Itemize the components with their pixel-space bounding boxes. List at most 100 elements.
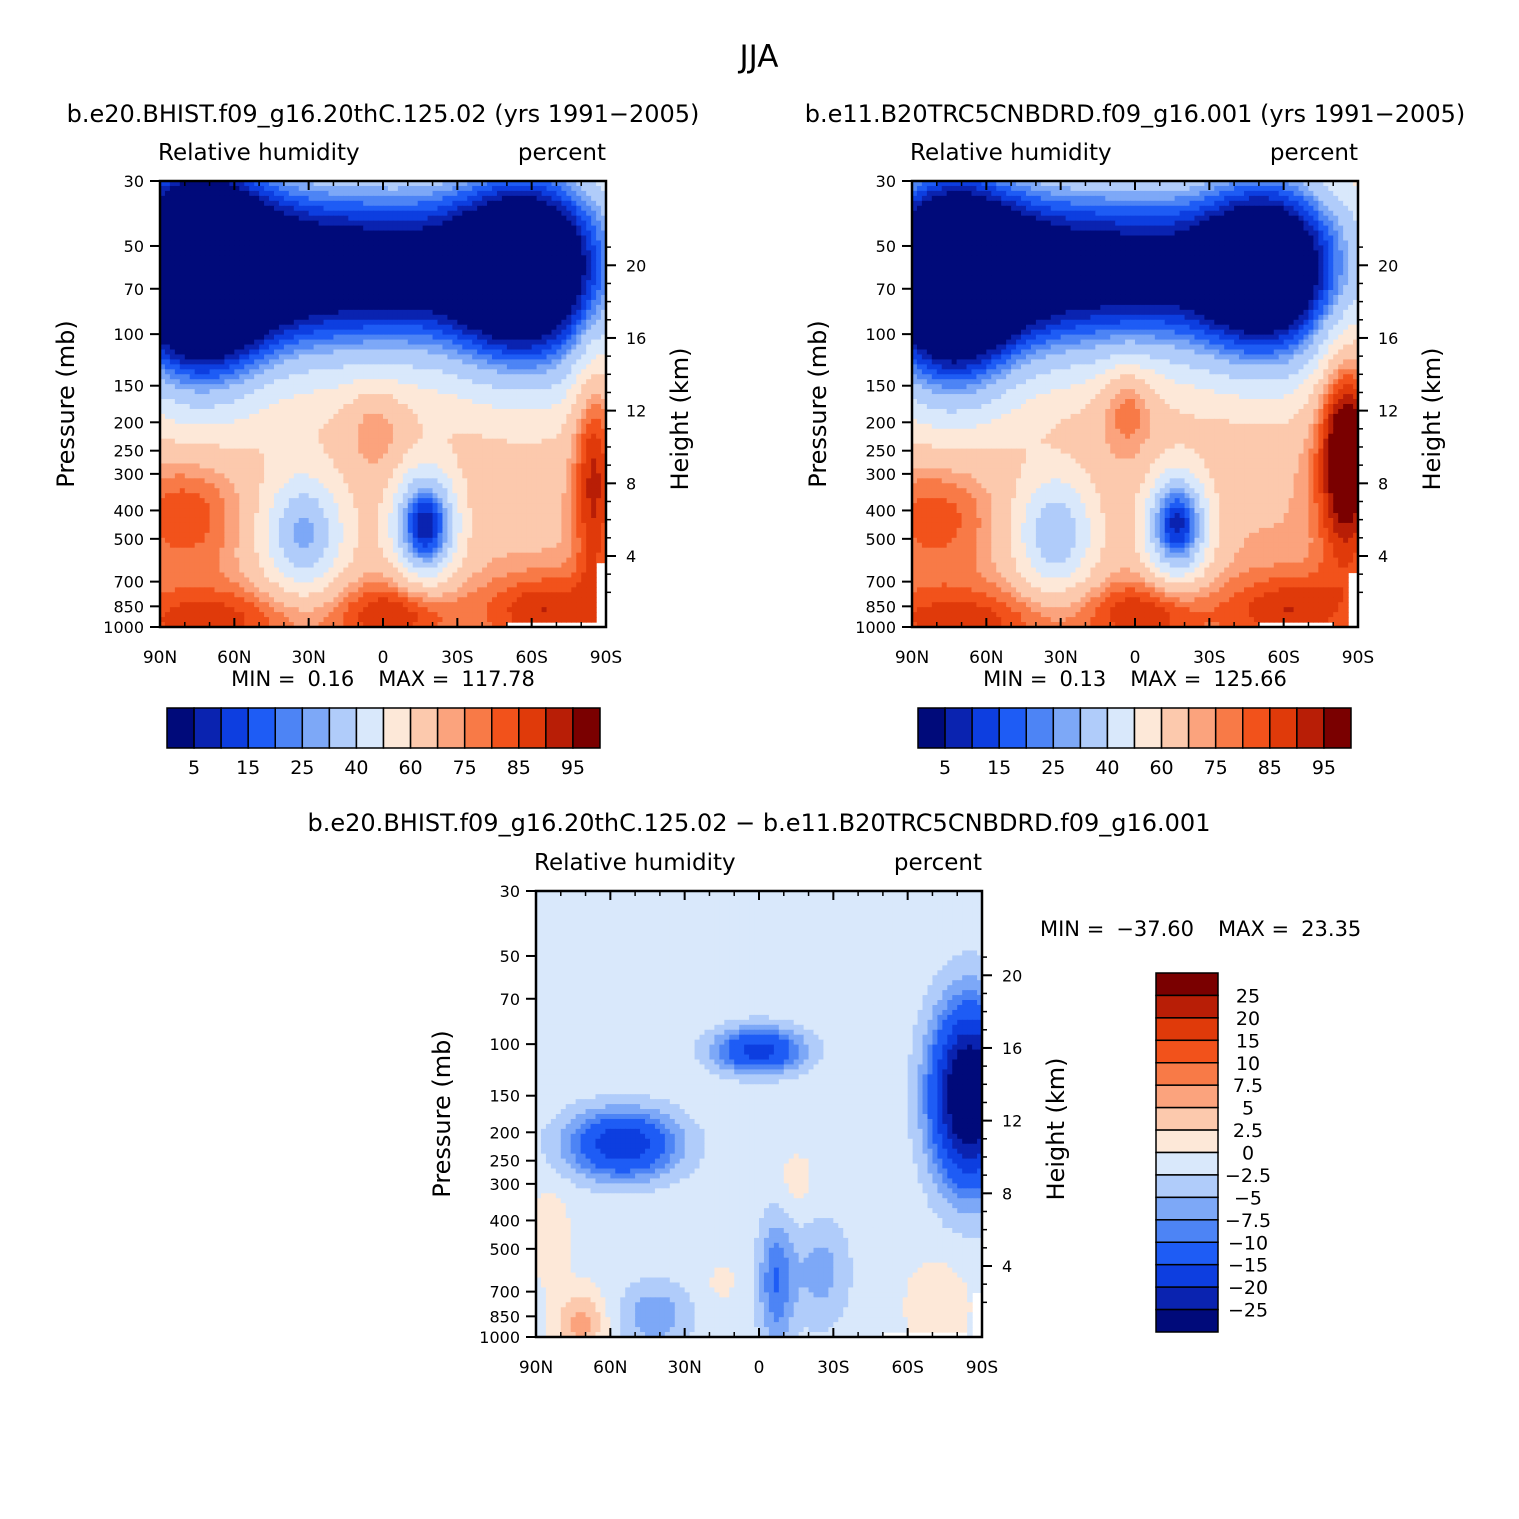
- heatmap-cell: [363, 364, 369, 370]
- heatmap-cell: [437, 299, 444, 306]
- heatmap-cell: [179, 364, 186, 370]
- heatmap-cell: [586, 205, 592, 212]
- heatmap-cell: [249, 220, 255, 227]
- heatmap-cell: [189, 423, 196, 430]
- heatmap-cell: [397, 235, 404, 242]
- heatmap-cell: [506, 210, 513, 217]
- heatmap-cell: [452, 265, 458, 271]
- heatmap-cell: [546, 448, 553, 455]
- heatmap-cell: [383, 185, 389, 192]
- heatmap-cell: [378, 374, 384, 380]
- heatmap-cell: [516, 280, 523, 286]
- heatmap-cell: [417, 220, 424, 227]
- heatmap-cell: [298, 185, 305, 192]
- heatmap-cell: [402, 404, 409, 410]
- heatmap-cell: [164, 379, 171, 385]
- heatmap-cell: [338, 181, 344, 187]
- heatmap-cell: [452, 270, 458, 276]
- heatmap-cell: [457, 369, 463, 375]
- heatmap-cell: [278, 359, 285, 365]
- heatmap-cell: [442, 418, 449, 425]
- heatmap-cell: [273, 294, 280, 301]
- heatmap-cell: [506, 205, 513, 212]
- heatmap-cell: [546, 428, 553, 435]
- heatmap-cell: [338, 344, 344, 351]
- heatmap-cell: [571, 215, 577, 222]
- heatmap-cell: [204, 374, 211, 380]
- heatmap-cell: [581, 210, 587, 217]
- heatmap-cell: [462, 329, 468, 336]
- heatmap-cell: [561, 349, 567, 356]
- heatmap-cell: [219, 428, 226, 435]
- heatmap-cell: [328, 185, 335, 192]
- heatmap-cell: [204, 230, 211, 237]
- heatmap-cell: [259, 260, 265, 266]
- heatmap-cell: [308, 334, 315, 341]
- heatmap-cell: [576, 230, 582, 237]
- heatmap-cell: [174, 181, 181, 187]
- heatmap-cell: [249, 250, 255, 256]
- heatmap-cell: [487, 265, 493, 271]
- heatmap-cell: [422, 319, 429, 326]
- heatmap-cell: [249, 364, 255, 370]
- heatmap-cell: [353, 399, 359, 405]
- heatmap-cell: [437, 428, 444, 435]
- heatmap-cell: [318, 210, 325, 217]
- heatmap-cell: [571, 235, 577, 242]
- heatmap-cell: [298, 255, 305, 261]
- heatmap-cell: [501, 374, 508, 380]
- heatmap-cell: [174, 379, 181, 385]
- heatmap-cell: [373, 255, 379, 261]
- heatmap-cell: [462, 369, 468, 375]
- heatmap-cell: [338, 245, 344, 251]
- heatmap-cell: [373, 384, 379, 390]
- heatmap-cell: [318, 304, 325, 311]
- heatmap-cell: [472, 408, 478, 415]
- heatmap-cell: [219, 438, 226, 445]
- heatmap-cell: [199, 260, 206, 266]
- heatmap-cell: [179, 275, 186, 281]
- heatmap-cell: [482, 225, 488, 232]
- heatmap-cell: [194, 275, 201, 281]
- heatmap-cell: [179, 225, 186, 232]
- heatmap-cell: [482, 408, 488, 415]
- heatmap-cell: [214, 299, 221, 306]
- heatmap-cell: [308, 299, 315, 306]
- heatmap-cell: [204, 364, 211, 370]
- heatmap-cell: [596, 349, 602, 356]
- heatmap-cell: [487, 235, 493, 242]
- heatmap-cell: [601, 265, 607, 271]
- heatmap-cell: [229, 384, 235, 390]
- heatmap-cell: [447, 304, 453, 311]
- heatmap-cell: [308, 195, 315, 202]
- heatmap-cell: [432, 309, 439, 316]
- heatmap-cell: [174, 225, 181, 232]
- heatmap-cell: [323, 369, 330, 375]
- heatmap-cell: [368, 374, 374, 380]
- heatmap-cell: [437, 190, 444, 197]
- heatmap-cell: [427, 294, 434, 301]
- heatmap-cell: [293, 181, 300, 187]
- heatmap-cell: [328, 280, 335, 286]
- heatmap-cell: [387, 314, 394, 321]
- heatmap-cell: [328, 294, 335, 301]
- heatmap-cell: [437, 210, 444, 217]
- heatmap-cell: [288, 215, 295, 222]
- heatmap-cell: [392, 349, 399, 356]
- heatmap-cell: [254, 205, 260, 212]
- heatmap-cell: [601, 344, 607, 351]
- heatmap-cell: [179, 389, 186, 395]
- heatmap-cell: [338, 225, 344, 232]
- heatmap-cell: [283, 374, 290, 380]
- heatmap-cell: [169, 344, 176, 351]
- heatmap-cell: [169, 210, 176, 217]
- heatmap-cell: [556, 260, 562, 266]
- heatmap-cell: [596, 181, 602, 187]
- heatmap-cell: [427, 181, 434, 187]
- heatmap-cell: [318, 225, 325, 232]
- heatmap-cell: [501, 354, 508, 360]
- heatmap-cell: [536, 210, 543, 217]
- heatmap-cell: [536, 230, 543, 237]
- heatmap-cell: [204, 399, 211, 405]
- heatmap-cell: [184, 245, 191, 251]
